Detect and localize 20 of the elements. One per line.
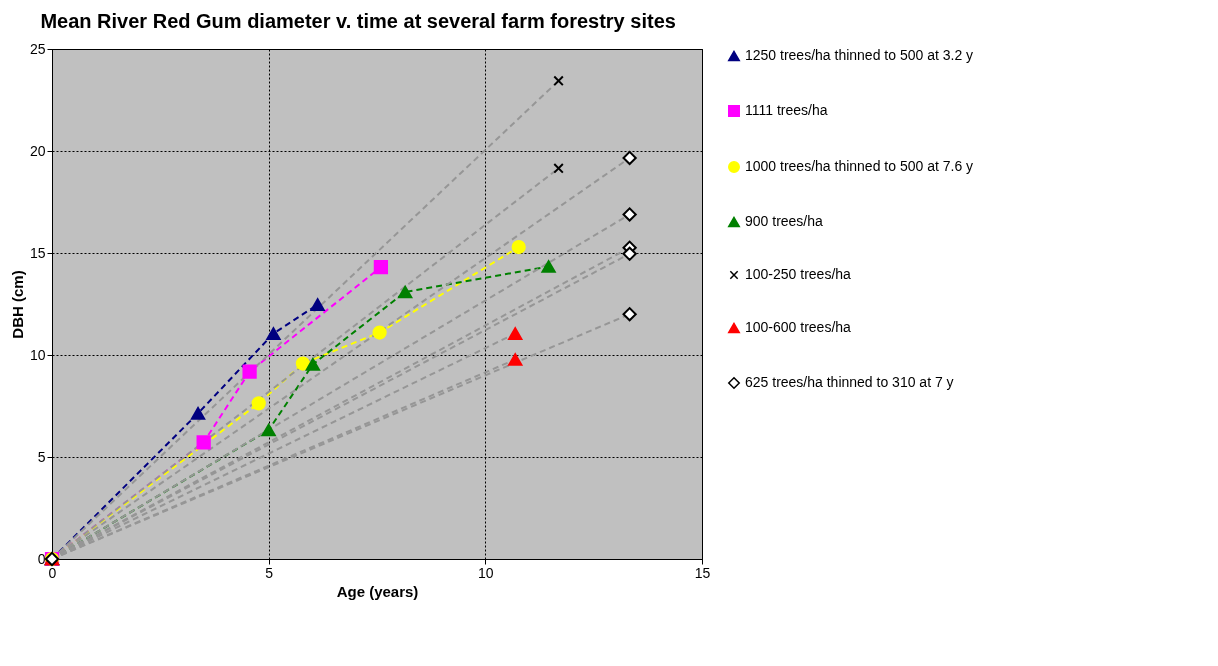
y-tick-label: 0 — [37, 550, 46, 567]
y-tick-label: 5 — [37, 448, 46, 465]
x-tick-label: 5 — [265, 564, 274, 581]
y-axis-title: DBH (cm) — [8, 270, 26, 339]
y-tick-label: 20 — [29, 142, 46, 159]
x-tick-label: 0 — [48, 564, 57, 581]
x-axis-title: Age (years) — [336, 582, 419, 600]
legend-label: 900 trees/ha — [745, 213, 824, 229]
legend-label: 100-250 trees/ha — [745, 266, 852, 282]
legend-label: 1000 trees/ha thinned to 500 at 7.6 y — [745, 158, 974, 174]
legend-label: 625 trees/ha thinned to 310 at 7 y — [745, 374, 954, 390]
y-tick-label: 10 — [29, 346, 46, 363]
x-tick-label: 15 — [694, 564, 711, 581]
legend-label: 1111 trees/ha — [745, 102, 828, 118]
y-tick-label: 15 — [29, 244, 46, 261]
legend-label: 100-600 trees/ha — [745, 319, 852, 335]
x-tick-label: 10 — [478, 564, 494, 581]
legend-label: 1250 trees/ha thinned to 500 at 3.2 y — [745, 47, 974, 63]
y-tick-label: 25 — [29, 40, 46, 57]
chart-title: Mean River Red Gum diameter v. time at several farm forestry sites — [40, 10, 676, 32]
